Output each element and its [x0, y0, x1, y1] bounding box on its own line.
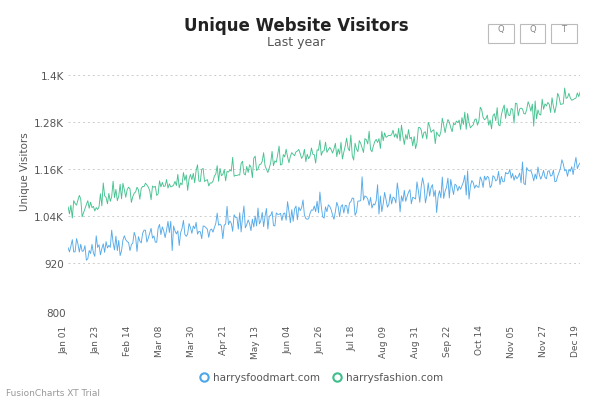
Text: Jul 18: Jul 18	[347, 325, 356, 350]
Text: Jun 04: Jun 04	[283, 325, 292, 353]
Text: Nov 05: Nov 05	[507, 325, 516, 357]
Text: Q: Q	[498, 25, 504, 34]
Text: Switch on the Pin Mode: Switch on the Pin Mode	[461, 46, 567, 55]
Text: Sep 22: Sep 22	[443, 325, 452, 356]
Text: Feb 14: Feb 14	[123, 325, 132, 355]
Text: FusionCharts XT Trial: FusionCharts XT Trial	[6, 388, 100, 397]
Text: Aug 09: Aug 09	[379, 325, 388, 357]
Text: Jan 01: Jan 01	[59, 325, 68, 353]
Text: Apr 21: Apr 21	[219, 325, 228, 354]
Text: Last year: Last year	[267, 36, 325, 49]
Text: Unique Website Visitors: Unique Website Visitors	[184, 17, 408, 35]
Text: Jun 26: Jun 26	[315, 325, 324, 353]
Text: Oct 14: Oct 14	[475, 325, 484, 354]
Text: harrysfoodmart.com: harrysfoodmart.com	[213, 372, 320, 382]
Text: Mar 08: Mar 08	[155, 325, 164, 356]
Text: Nov 27: Nov 27	[539, 325, 548, 356]
Text: Jan 23: Jan 23	[91, 325, 100, 353]
Y-axis label: Unique Visitors: Unique Visitors	[20, 132, 30, 211]
Text: 800: 800	[46, 308, 66, 318]
Text: harrysfashion.com: harrysfashion.com	[346, 372, 443, 382]
Text: May 13: May 13	[251, 325, 260, 358]
Text: Mar 30: Mar 30	[187, 325, 196, 356]
Text: Q: Q	[529, 25, 536, 34]
Text: T: T	[561, 25, 567, 34]
Text: Dec 19: Dec 19	[571, 325, 580, 356]
Text: Aug 31: Aug 31	[411, 325, 420, 357]
